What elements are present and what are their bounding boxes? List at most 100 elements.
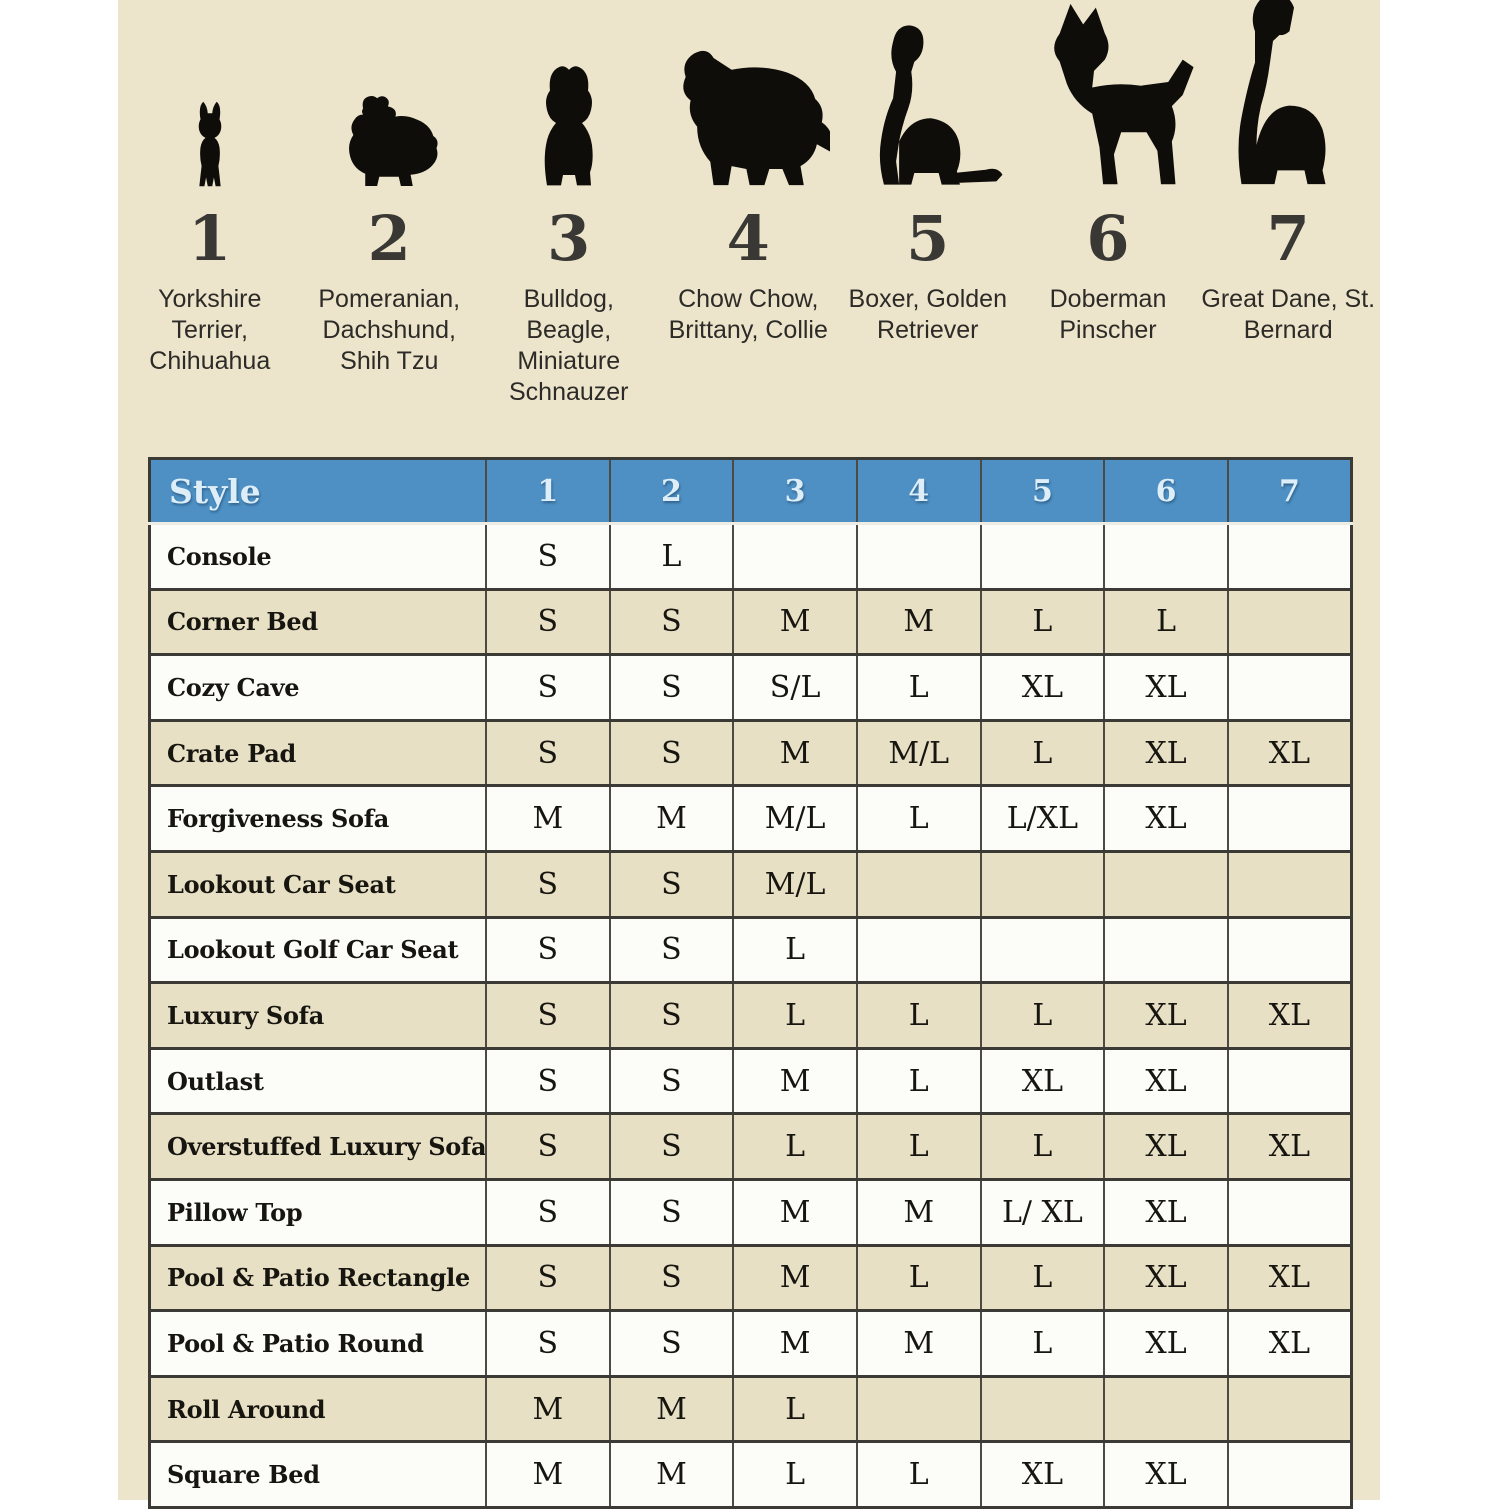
column-header-1: 1 [485, 458, 611, 524]
size-cell: L [855, 785, 982, 852]
table-row: Cozy Cave S S S/L L XL XL [148, 654, 1353, 721]
size-cell: XL [1226, 1245, 1353, 1311]
dog-breeds-label: Doberman Pinscher [1049, 285, 1167, 344]
dog-figure [659, 10, 839, 188]
size-cell: XL [1103, 785, 1229, 852]
size-cell: S [608, 1113, 735, 1180]
size-cell [1226, 1441, 1353, 1508]
size-cell: XL [1103, 1310, 1229, 1377]
size-cell: S [608, 851, 735, 918]
size-cell: M [855, 1310, 982, 1377]
size-cell: L [979, 1113, 1106, 1180]
dog-column-7: 7 Great Dane, St. Bernard [1199, 0, 1379, 450]
size-cell: XL [1103, 982, 1229, 1049]
size-cell [979, 523, 1106, 590]
size-cell [1226, 589, 1353, 655]
size-cell: S [608, 1310, 735, 1377]
dog-figure [120, 10, 300, 188]
size-cell: XL [1226, 1113, 1353, 1180]
table-row: Outlast S S M L XL XL [148, 1048, 1353, 1114]
size-cell: M [732, 1179, 858, 1246]
size-cell: L [979, 1245, 1106, 1311]
size-cell: M [608, 1441, 735, 1508]
size-cell: S [485, 1310, 611, 1377]
table-row: Crate Pad S S M M/L L XL XL [148, 720, 1353, 786]
size-cell [855, 1376, 982, 1442]
size-cell: M/L [855, 720, 982, 786]
size-cell [855, 851, 982, 918]
size-cell: S [608, 982, 735, 1049]
dog-column-6: 6 Doberman Pinscher [1018, 3, 1199, 450]
size-cell: S [608, 589, 735, 655]
style-name-cell: Pool & Patio Rectangle [148, 1245, 487, 1311]
column-header-7: 7 [1226, 458, 1353, 524]
size-cell: XL [979, 1441, 1106, 1508]
size-cell [1226, 785, 1353, 852]
size-cell: S [485, 523, 611, 590]
dog-column-3: 3 Bulldog, Beagle, Miniature Schnauzer [479, 10, 659, 450]
size-cell: L/XL [979, 785, 1106, 852]
style-name-cell: Pool & Patio Round [148, 1310, 487, 1377]
size-cell [979, 917, 1106, 983]
size-cell: S [608, 720, 735, 786]
size-cell [855, 917, 982, 983]
size-cell: M [855, 589, 982, 655]
column-header-6: 6 [1103, 458, 1229, 524]
great-dane-silhouette-icon [1238, 0, 1326, 185]
size-cell: S [608, 1048, 735, 1114]
size-cell: M [485, 785, 611, 852]
size-cell: M/L [732, 851, 858, 918]
size-cell: M [608, 785, 735, 852]
size-cell: S/L [732, 654, 858, 721]
size-cell: M [732, 1245, 858, 1311]
size-cell: S [485, 589, 611, 655]
style-name-cell: Corner Bed [148, 589, 487, 655]
size-cell: L [732, 1376, 858, 1442]
size-cell: XL [1226, 982, 1353, 1049]
collie-silhouette-icon [683, 50, 831, 186]
size-cell: S [485, 720, 611, 786]
column-header-3: 3 [732, 458, 858, 524]
size-cell: M [732, 1310, 858, 1377]
size-cell: M [485, 1376, 611, 1442]
size-cell: M [608, 1376, 735, 1442]
size-cell: L [979, 1310, 1106, 1377]
style-name-cell: Overstuffed Luxury Sofa [148, 1113, 487, 1180]
size-cell: S [485, 1245, 611, 1311]
dog-figure [838, 10, 1018, 188]
size-cell: L [979, 720, 1106, 786]
table-row: Lookout Golf Car Seat S S L [148, 917, 1353, 983]
dog-column-4: 4 Chow Chow, Brittany, Collie [659, 10, 839, 450]
shih-tzu-silhouette-icon [349, 95, 438, 186]
size-cell: S [485, 851, 611, 918]
size-cell: XL [1226, 720, 1353, 786]
size-cell: XL [979, 654, 1106, 721]
size-cell: M/L [732, 785, 858, 852]
dog-size-number: 3 [547, 202, 591, 275]
size-cell: M [855, 1179, 982, 1246]
size-cell [1226, 851, 1353, 918]
table-body: Console S L Corner Bed S S M M L L Cozy Cave S S S/L L… [148, 523, 1353, 1508]
size-cell: XL [979, 1048, 1106, 1114]
size-cell: L [855, 982, 982, 1049]
style-name-cell: Luxury Sofa [148, 982, 487, 1049]
size-cell [855, 523, 982, 590]
size-cell: S [608, 1179, 735, 1246]
dog-size-number: 1 [188, 202, 232, 275]
table-row: Console S L [148, 523, 1353, 590]
size-cell: S [485, 917, 611, 983]
dog-size-number: 6 [1086, 202, 1130, 275]
style-name-cell: Cozy Cave [148, 654, 487, 721]
size-cell: L [732, 917, 858, 983]
size-cell [1226, 523, 1353, 590]
size-cell: M [732, 589, 858, 655]
size-cell [1103, 917, 1229, 983]
dog-size-number: 7 [1266, 202, 1310, 275]
dog-column-5: 5 Boxer, Golden Retriever [838, 10, 1018, 450]
size-cell: S [485, 982, 611, 1049]
dog-breeds-label: Great Dane, St. Bernard [1201, 285, 1376, 344]
